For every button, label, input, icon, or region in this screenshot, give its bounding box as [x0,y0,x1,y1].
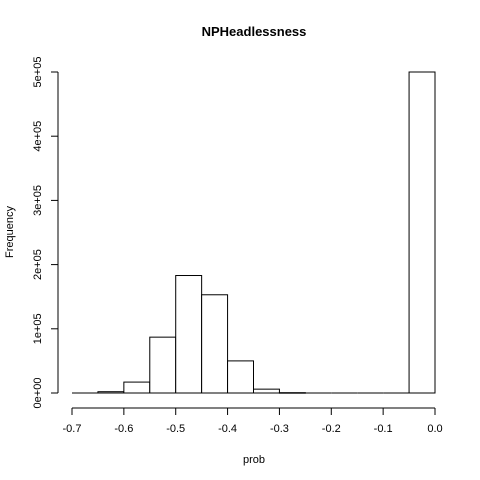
histogram-bar [97,391,125,394]
x-axis-label: prob [243,454,265,466]
y-axis-label: Frequency [4,206,16,258]
x-axis: -0.7 -0.6 -0.5 -0.4 -0.3 -0.2 -0.1 0.0 [63,407,443,435]
y-tick-label: 2e+05 [32,249,44,280]
histogram-bar [227,360,254,394]
chart-title: NPHeadlessness [202,24,307,39]
x-tick-label: -0.7 [63,423,82,435]
y-tick-label: 5e+05 [32,57,44,88]
histogram-bar [408,71,436,394]
histogram-bars [72,71,436,394]
x-tick-label: -0.5 [166,423,185,435]
y-tick-label: 3e+05 [32,185,44,216]
y-tick-label: 0e+00 [32,378,44,409]
histogram-bar [149,336,177,394]
histogram-bar [278,392,306,394]
histogram-bar [123,381,151,394]
y-axis: 0e+00 1e+05 2e+05 3e+05 4e+05 5e+05 [32,57,59,409]
y-tick-label: 1e+05 [32,313,44,344]
histogram-bar [201,294,229,394]
x-tick-label: -0.6 [114,423,133,435]
histogram-bar [175,275,203,394]
x-tick-label: -0.4 [218,423,237,435]
x-tick-label: 0.0 [427,423,442,435]
x-tick-label: -0.1 [374,423,393,435]
y-tick-label: 4e+05 [32,121,44,152]
histogram-bar [253,388,280,394]
x-tick-label: -0.2 [322,423,341,435]
x-tick-label: -0.3 [270,423,289,435]
